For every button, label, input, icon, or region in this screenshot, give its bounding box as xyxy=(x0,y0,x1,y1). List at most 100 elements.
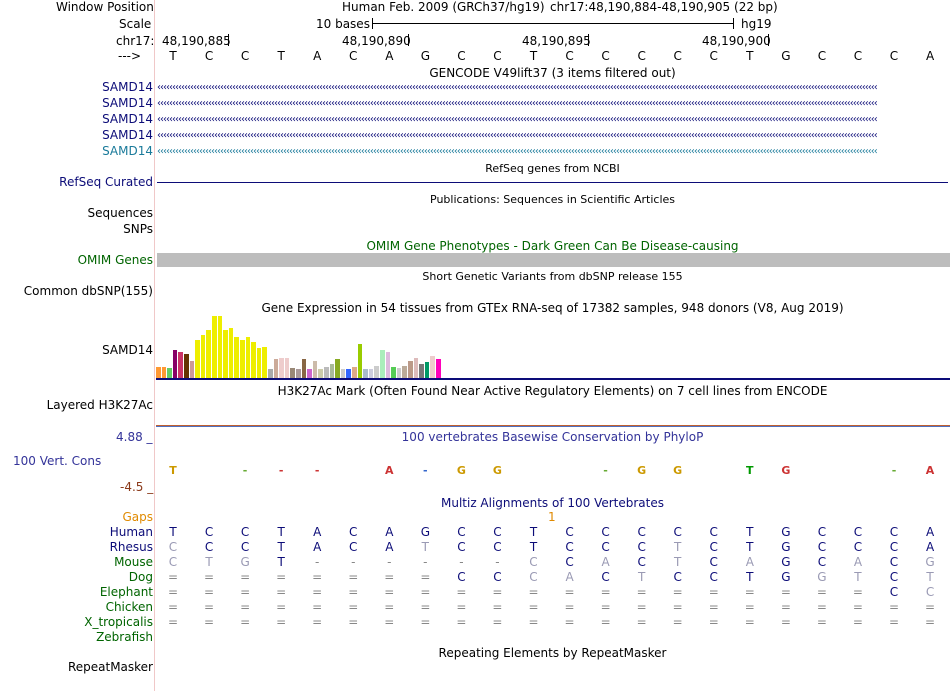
position-text[interactable]: chr17:48,190,884-48,190,905 (22 bp) xyxy=(550,0,778,14)
gtex-tissue-bar[interactable] xyxy=(408,361,413,378)
repeatmasker-track-title[interactable]: Repeating Elements by RepeatMasker xyxy=(438,646,667,660)
gtex-tissue-bar[interactable] xyxy=(279,358,284,378)
repeatmasker-label[interactable]: RepeatMasker xyxy=(67,660,153,674)
gtex-tissue-bar[interactable] xyxy=(318,369,323,378)
gtex-tissue-bar[interactable] xyxy=(352,367,357,378)
gtex-tissue-bar[interactable] xyxy=(195,340,200,378)
gtex-tissue-bar[interactable] xyxy=(396,368,402,378)
refseq-label[interactable]: RefSeq Curated xyxy=(59,175,153,189)
species-label[interactable]: Dog xyxy=(128,570,153,584)
gtex-tissue-bar[interactable] xyxy=(391,367,396,378)
gtex-tissue-bar[interactable] xyxy=(217,316,223,378)
gtex-tissue-bar[interactable] xyxy=(301,359,307,378)
multiz-track-title[interactable]: Multiz Alignments of 100 Vertebrates xyxy=(440,496,665,510)
gtex-tissue-bar[interactable] xyxy=(167,368,172,378)
gtex-bar-chart[interactable] xyxy=(156,316,556,378)
gtex-tissue-bar[interactable] xyxy=(161,367,167,378)
gtex-tissue-bar[interactable] xyxy=(290,368,295,378)
conservation-track-title[interactable]: 100 vertebrates Basewise Conservation by… xyxy=(401,430,704,444)
gencode-transcript-line[interactable]: ‹‹‹‹‹‹‹‹‹‹‹‹‹‹‹‹‹‹‹‹‹‹‹‹‹‹‹‹‹‹‹‹‹‹‹‹‹‹‹‹… xyxy=(157,83,878,93)
omim-label[interactable]: OMIM Genes xyxy=(77,253,153,267)
conservation-label[interactable]: 100 Vert. Cons xyxy=(13,454,102,468)
gtex-tissue-bar[interactable] xyxy=(296,369,301,378)
gtex-tissue-bar[interactable] xyxy=(436,359,441,378)
gtex-tissue-bar[interactable] xyxy=(178,352,183,378)
gaps-label[interactable]: Gaps xyxy=(122,510,153,524)
gtex-tissue-bar[interactable] xyxy=(307,369,312,378)
gtex-tissue-bar[interactable] xyxy=(380,350,385,378)
gencode-transcript-line[interactable]: ‹‹‹‹‹‹‹‹‹‹‹‹‹‹‹‹‹‹‹‹‹‹‹‹‹‹‹‹‹‹‹‹‹‹‹‹‹‹‹‹… xyxy=(157,147,878,157)
gtex-tissue-bar[interactable] xyxy=(430,356,435,378)
species-label[interactable]: Chicken xyxy=(105,600,153,614)
gencode-track-title[interactable]: GENCODE V49lift37 (3 items filtered out) xyxy=(429,66,676,80)
gtex-tissue-bar[interactable] xyxy=(189,361,195,378)
gtex-tissue-bar[interactable] xyxy=(357,344,363,378)
gtex-tissue-bar[interactable] xyxy=(251,342,256,378)
species-label[interactable]: Elephant xyxy=(99,585,153,599)
dbsnp-track-title[interactable]: Short Genetic Variants from dbSNP releas… xyxy=(422,270,683,283)
gtex-tissue-bar[interactable] xyxy=(402,366,407,378)
snps-label[interactable]: SNPs xyxy=(123,222,153,236)
gencode-transcript-label[interactable]: SAMD14 xyxy=(102,112,153,126)
gencode-transcript-label[interactable]: SAMD14 xyxy=(102,128,153,142)
gtex-tissue-bar[interactable] xyxy=(268,369,273,378)
gtex-tissue-bar[interactable] xyxy=(245,337,251,378)
species-label[interactable]: Mouse xyxy=(114,555,153,569)
gtex-track-title[interactable]: Gene Expression in 54 tissues from GTEx … xyxy=(261,301,844,315)
gtex-tissue-bar[interactable] xyxy=(363,369,368,378)
gtex-tissue-bar[interactable] xyxy=(262,347,267,378)
h3k27ac-track-title[interactable]: H3K27Ac Mark (Often Found Near Active Re… xyxy=(277,384,828,398)
gtex-tissue-bar[interactable] xyxy=(206,330,211,378)
gencode-transcript-line[interactable]: ‹‹‹‹‹‹‹‹‹‹‹‹‹‹‹‹‹‹‹‹‹‹‹‹‹‹‹‹‹‹‹‹‹‹‹‹‹‹‹‹… xyxy=(157,131,878,141)
gtex-tissue-bar[interactable] xyxy=(385,352,391,378)
gtex-tissue-bar[interactable] xyxy=(374,366,379,378)
gtex-tissue-bar[interactable] xyxy=(329,364,335,378)
gtex-tissue-bar[interactable] xyxy=(273,359,279,378)
gtex-tissue-bar[interactable] xyxy=(368,369,374,378)
gtex-tissue-bar[interactable] xyxy=(335,359,340,378)
gtex-tissue-bar[interactable] xyxy=(228,328,234,378)
omim-feature-bar[interactable] xyxy=(157,253,950,267)
alignment-base: = xyxy=(636,585,647,599)
alignment-base: = xyxy=(420,570,431,584)
gtex-tissue-bar[interactable] xyxy=(240,340,245,378)
gtex-label[interactable]: SAMD14 xyxy=(102,343,153,357)
gtex-tissue-bar[interactable] xyxy=(312,361,318,378)
h3k27ac-label[interactable]: Layered H3K27Ac xyxy=(46,398,153,412)
species-label[interactable]: X_tropicalis xyxy=(84,615,153,629)
gtex-tissue-bar[interactable] xyxy=(234,337,239,378)
alignment-base: = xyxy=(636,600,647,614)
refseq-track-title[interactable]: RefSeq genes from NCBI xyxy=(485,162,620,175)
omim-track-title[interactable]: OMIM Gene Phenotypes - Dark Green Can Be… xyxy=(366,239,739,253)
gencode-transcript-label[interactable]: SAMD14 xyxy=(102,80,153,94)
alignment-base: C xyxy=(889,555,899,569)
gtex-tissue-bar[interactable] xyxy=(340,369,346,378)
gtex-tissue-bar[interactable] xyxy=(212,316,217,378)
gencode-transcript-label[interactable]: SAMD14 xyxy=(102,96,153,110)
gtex-tissue-bar[interactable] xyxy=(324,367,329,378)
gencode-transcript-line[interactable]: ‹‹‹‹‹‹‹‹‹‹‹‹‹‹‹‹‹‹‹‹‹‹‹‹‹‹‹‹‹‹‹‹‹‹‹‹‹‹‹‹… xyxy=(157,115,878,125)
gtex-tissue-bar[interactable] xyxy=(156,367,161,378)
sequences-label[interactable]: Sequences xyxy=(87,206,153,220)
publications-track-title[interactable]: Publications: Sequences in Scientific Ar… xyxy=(430,193,675,206)
gtex-tissue-bar[interactable] xyxy=(424,362,430,378)
refseq-gene-line[interactable] xyxy=(157,182,948,183)
dbsnp-label[interactable]: Common dbSNP(155) xyxy=(23,284,153,298)
conservation-glyph: G xyxy=(492,464,502,477)
gtex-tissue-bar[interactable] xyxy=(284,358,290,378)
gtex-tissue-bar[interactable] xyxy=(200,335,206,378)
gencode-transcript-line[interactable]: ‹‹‹‹‹‹‹‹‹‹‹‹‹‹‹‹‹‹‹‹‹‹‹‹‹‹‹‹‹‹‹‹‹‹‹‹‹‹‹‹… xyxy=(157,99,878,109)
gtex-tissue-bar[interactable] xyxy=(419,364,424,378)
gencode-transcript-label[interactable]: SAMD14 xyxy=(102,144,153,158)
gtex-tissue-bar[interactable] xyxy=(346,369,351,378)
gtex-tissue-bar[interactable] xyxy=(172,350,178,378)
assembly-text[interactable]: Human Feb. 2009 (GRCh37/hg19) xyxy=(342,0,545,14)
species-label[interactable]: Rhesus xyxy=(109,540,153,554)
gtex-tissue-bar[interactable] xyxy=(256,348,262,378)
gtex-tissue-bar[interactable] xyxy=(184,354,189,378)
alignment-base: G xyxy=(781,555,791,569)
gtex-tissue-bar[interactable] xyxy=(413,358,419,378)
gtex-tissue-bar[interactable] xyxy=(223,330,228,378)
species-label[interactable]: Zebrafish xyxy=(96,630,153,644)
species-label[interactable]: Human xyxy=(109,525,153,539)
